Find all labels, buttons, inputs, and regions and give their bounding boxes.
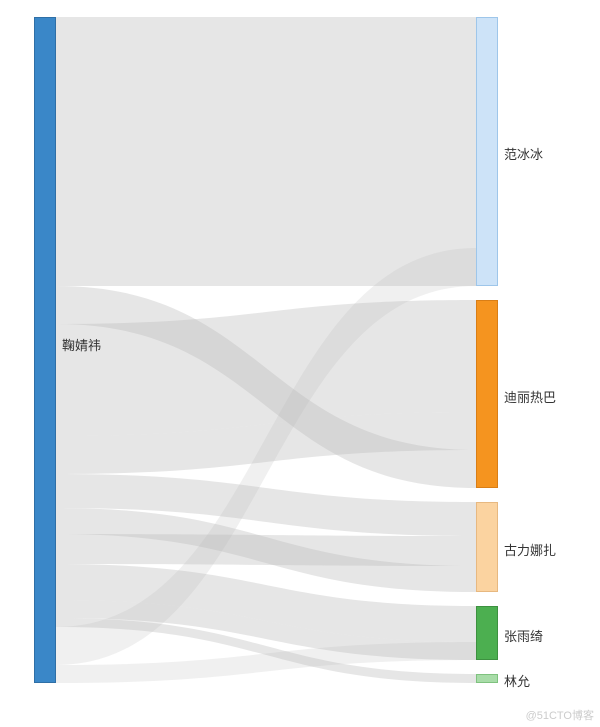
watermark-text: @51CTO博客 bbox=[526, 707, 594, 723]
sankey-link bbox=[56, 17, 476, 248]
sankey-link bbox=[56, 600, 476, 660]
sankey-node-source[interactable] bbox=[34, 17, 56, 683]
sankey-node-label-glnz: 古力娜扎 bbox=[504, 540, 556, 559]
sankey-link bbox=[56, 618, 476, 683]
sankey-link bbox=[56, 534, 476, 566]
sankey-node-ly[interactable] bbox=[476, 674, 498, 683]
sankey-node-label-source: 鞠婧祎 bbox=[62, 335, 101, 354]
sankey-node-label-fbb: 范冰冰 bbox=[504, 144, 543, 163]
sankey-node-dlrb[interactable] bbox=[476, 300, 498, 488]
sankey-link bbox=[56, 300, 476, 436]
sankey-link bbox=[56, 564, 476, 642]
sankey-link bbox=[56, 642, 476, 683]
sankey-links bbox=[0, 0, 600, 727]
sankey-link bbox=[56, 248, 476, 286]
sankey-node-zyq[interactable] bbox=[476, 606, 498, 660]
sankey-node-glnz[interactable] bbox=[476, 502, 498, 592]
sankey-node-label-zyq: 张雨绮 bbox=[504, 626, 543, 645]
sankey-link bbox=[56, 412, 476, 474]
sankey-node-fbb[interactable] bbox=[476, 17, 498, 286]
sankey-link bbox=[56, 508, 476, 592]
sankey-link bbox=[56, 248, 476, 665]
sankey-node-label-ly: 林允 bbox=[504, 671, 530, 690]
sankey-node-label-dlrb: 迪丽热巴 bbox=[504, 387, 556, 406]
sankey-chart: @51CTO博客 鞠婧祎 范冰冰迪丽热巴古力娜扎张雨绮林允 bbox=[0, 0, 600, 727]
sankey-link bbox=[56, 286, 476, 488]
sankey-link bbox=[56, 474, 476, 536]
